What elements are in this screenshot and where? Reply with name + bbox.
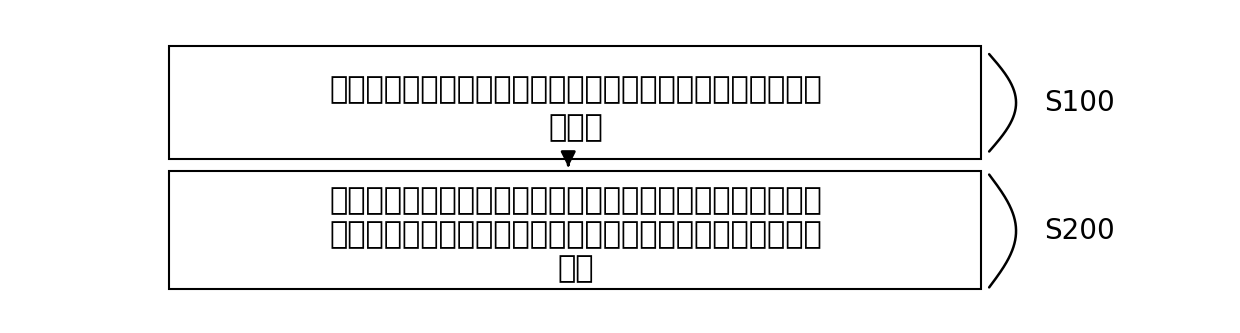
Text: 对应的修正値，并根据所述修正値对所述原始温度查找表进行: 对应的修正値，并根据所述修正値对所述原始温度查找表进行 (329, 220, 822, 249)
Text: S100: S100 (1044, 89, 1115, 117)
Text: S200: S200 (1044, 217, 1115, 245)
Text: 调试値: 调试値 (548, 113, 603, 142)
Text: 根据多个所述驱动电流调试値与预设计算公式进行计算，获得: 根据多个所述驱动电流调试値与预设计算公式进行计算，获得 (329, 186, 822, 215)
FancyBboxPatch shape (170, 171, 982, 289)
Text: 修正: 修正 (557, 254, 594, 283)
FancyBboxPatch shape (170, 46, 982, 159)
Text: 获得光模块的原始温度查找表和预设温度区间内多个驱动电流: 获得光模块的原始温度查找表和预设温度区间内多个驱动电流 (329, 75, 822, 104)
